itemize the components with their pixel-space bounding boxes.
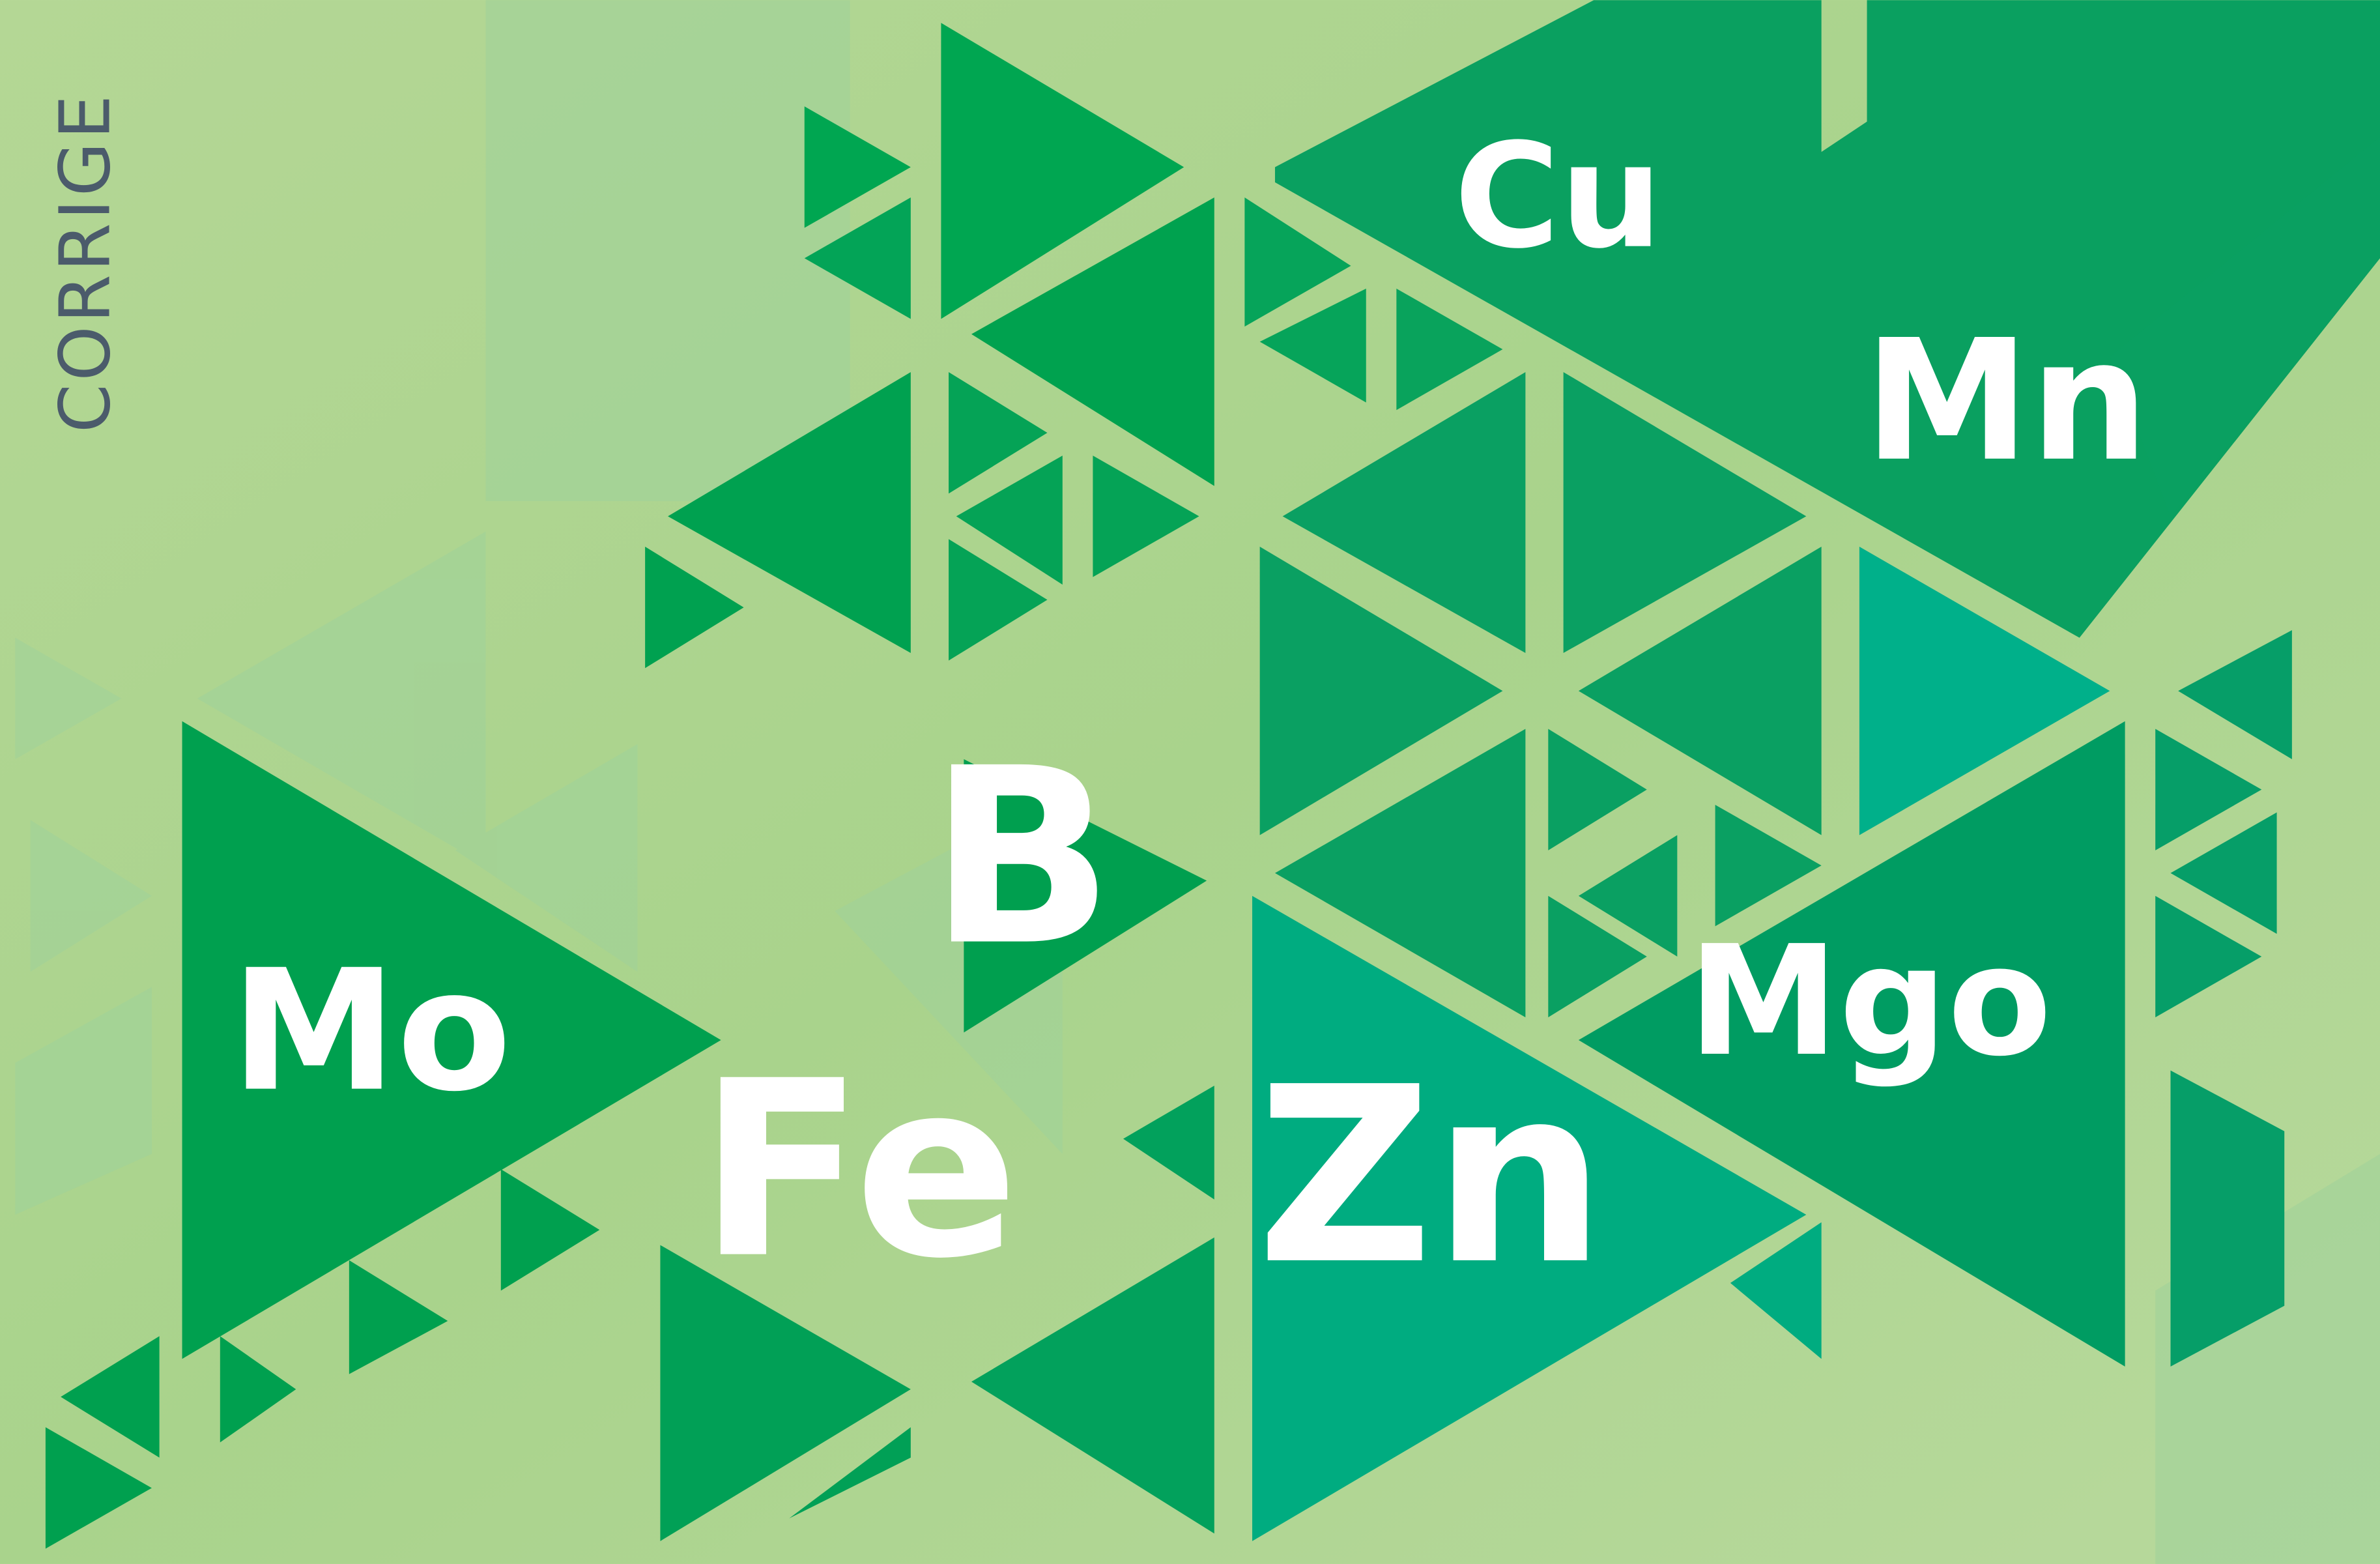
artwork: CORRIGE Cu Mn B Mo Mgo Fe Zn: [0, 0, 2380, 1564]
page: CORRIGE CuMnBMoMgoFeZn (() => { const da…: [0, 0, 2380, 1564]
element-symbol: Cu: [1454, 113, 1663, 281]
element-symbol: B: [929, 716, 1114, 999]
element-symbol: Zn: [1257, 1035, 1606, 1318]
element-symbol: Fe: [698, 1029, 1019, 1312]
element-symbol: Mo: [231, 934, 511, 1129]
element-symbol: Mgo: [1688, 913, 2052, 1090]
element-symbol: Mn: [1864, 304, 2149, 499]
side-text: CORRIGE: [46, 92, 126, 433]
